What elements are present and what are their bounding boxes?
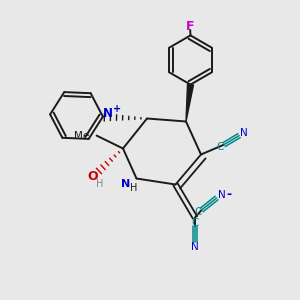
Text: N: N bbox=[191, 242, 199, 253]
Text: N: N bbox=[218, 190, 226, 200]
Text: +: + bbox=[113, 104, 121, 114]
Text: C: C bbox=[216, 142, 224, 152]
Text: H: H bbox=[96, 179, 103, 189]
Text: C: C bbox=[191, 218, 199, 228]
Text: N: N bbox=[122, 179, 130, 189]
Text: -: - bbox=[226, 188, 232, 201]
Polygon shape bbox=[186, 84, 194, 122]
Text: H: H bbox=[130, 183, 138, 193]
Text: O: O bbox=[88, 170, 98, 184]
Text: N: N bbox=[103, 106, 113, 119]
Text: N: N bbox=[240, 128, 248, 139]
Text: Me: Me bbox=[74, 130, 89, 141]
Text: F: F bbox=[186, 20, 194, 34]
Text: C: C bbox=[194, 207, 201, 218]
